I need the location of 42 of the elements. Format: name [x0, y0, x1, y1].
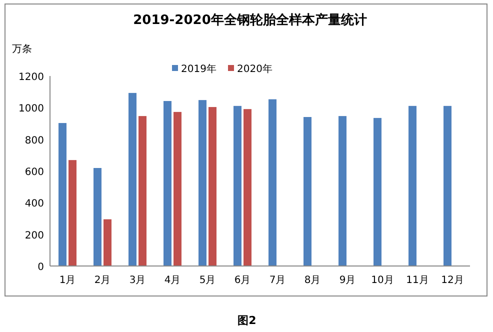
bar	[208, 107, 216, 266]
bar	[138, 116, 146, 266]
bar	[164, 101, 172, 266]
x-tick-label: 4月	[164, 275, 181, 286]
x-tick-label: 1月	[59, 275, 76, 286]
chart-title: 2019-2020年全钢轮胎全样本产量统计	[133, 12, 367, 28]
x-tick-label: 6月	[234, 275, 251, 286]
x-tick-label: 11月	[406, 275, 429, 286]
bar	[304, 117, 312, 266]
bar	[68, 160, 76, 266]
y-tick-label: 200	[24, 230, 44, 242]
caption: 图2	[238, 314, 256, 327]
y-tick-label: 800	[24, 135, 44, 146]
x-tick-label: 2月	[94, 275, 111, 286]
y-tick-label: 1200	[18, 72, 44, 83]
legend-label: 2020年	[237, 63, 272, 75]
x-tick-label: 8月	[304, 275, 321, 286]
bar	[408, 106, 416, 266]
y-tick-label: 1000	[18, 104, 44, 115]
legend-label: 2019年	[181, 63, 216, 75]
y-tick-label: 600	[24, 167, 44, 178]
bar	[234, 106, 242, 266]
bar	[128, 92, 136, 266]
x-tick-label: 12月	[441, 275, 464, 286]
y-axis-title: 万条	[12, 43, 32, 55]
bar	[198, 100, 206, 266]
bar	[374, 118, 382, 266]
bar	[94, 168, 102, 266]
bar	[244, 109, 252, 266]
x-tick-label: 7月	[269, 275, 286, 286]
bar	[104, 219, 112, 266]
y-tick-label: 400	[24, 198, 44, 210]
x-tick-label: 3月	[129, 275, 146, 286]
y-tick-label: 0	[38, 262, 44, 273]
bar	[58, 123, 66, 266]
bar	[174, 112, 182, 266]
bar	[338, 116, 346, 266]
bar	[444, 106, 452, 266]
x-tick-label: 10月	[371, 275, 394, 286]
bar	[268, 99, 276, 266]
x-tick-label: 5月	[199, 275, 216, 286]
x-tick-label: 9月	[339, 275, 356, 286]
